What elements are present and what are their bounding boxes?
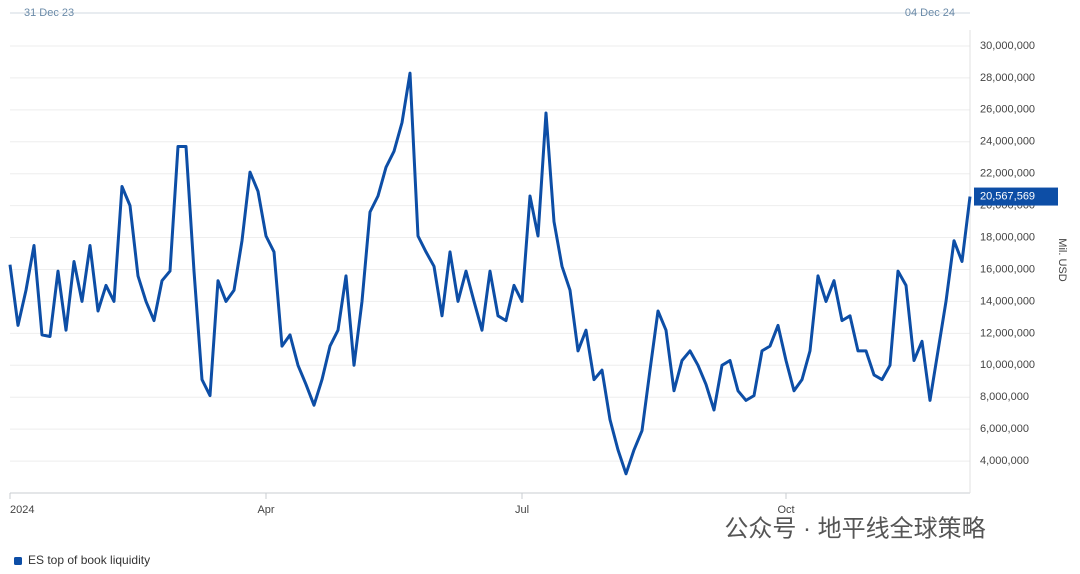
range-end: 04 Dec 24 xyxy=(905,7,955,19)
x-tick-label: Apr xyxy=(257,504,274,516)
line-series xyxy=(8,71,972,476)
y-tick-label: 10,000,000 xyxy=(980,359,1035,371)
y-tick-label: 6,000,000 xyxy=(980,423,1029,435)
y-tick-label: 12,000,000 xyxy=(980,327,1035,339)
x-tick-label: Oct xyxy=(777,504,794,516)
y-tick-label: 18,000,000 xyxy=(980,231,1035,243)
y-tick-label: 8,000,000 xyxy=(980,391,1029,403)
range-start: 31 Dec 23 xyxy=(24,7,74,19)
y-tick-label: 16,000,000 xyxy=(980,263,1035,275)
value-label: 20,567,569 xyxy=(980,190,1035,202)
y-tick-label: 22,000,000 xyxy=(980,168,1035,180)
y-tick-label: 24,000,000 xyxy=(980,136,1035,148)
legend-label: ES top of book liquidity xyxy=(28,553,150,567)
value-label-box xyxy=(974,187,1058,206)
y-tick-label: 14,000,000 xyxy=(980,295,1035,307)
watermark: 公众号 · 地平线全球策略 xyxy=(724,515,985,542)
y-tick-label: 26,000,000 xyxy=(980,104,1035,116)
legend-swatch xyxy=(14,557,22,565)
y-axis-title: Mil. USD xyxy=(1056,238,1068,281)
x-tick-label: Jul xyxy=(515,504,529,516)
x-tick-label: 2024 xyxy=(10,504,34,516)
y-tick-label: 28,000,000 xyxy=(980,72,1035,84)
y-tick-label: 4,000,000 xyxy=(980,455,1029,467)
y-tick-label: 30,000,000 xyxy=(980,40,1035,52)
